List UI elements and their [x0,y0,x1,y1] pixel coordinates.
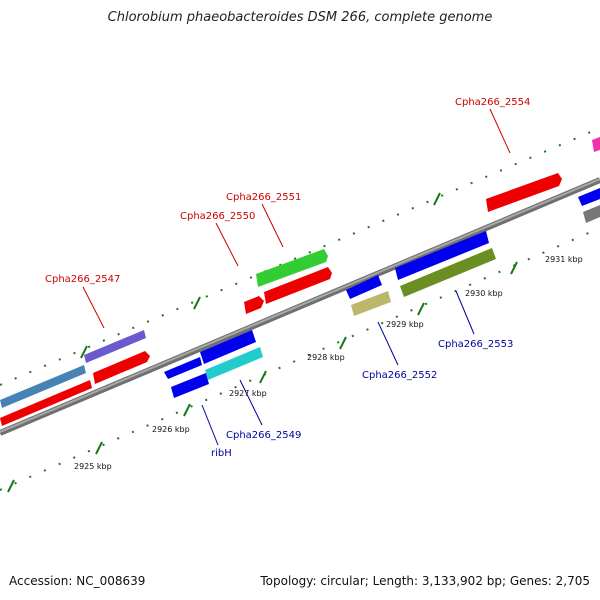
genome-backbone [0,177,600,436]
gene-magenta[interactable] [592,137,600,152]
gene-cpha266-2553-olive[interactable] [400,248,496,297]
gene-steelblue[interactable] [0,365,86,408]
gene-cpha266-2547-slateblue[interactable] [84,330,146,363]
gene-blue-a[interactable] [164,357,202,379]
gene-label[interactable]: Cpha266_2554 [455,97,530,108]
tick-label: 2926 kbp [152,425,190,434]
gene-labels: Cpha266_2547 Cpha266_2550 Cpha266_2551 C… [45,97,530,459]
reverse-genes [164,188,600,398]
gene-label[interactable]: Cpha266_2553 [438,339,513,350]
gene-cpha266-2550[interactable] [244,296,264,314]
label-leaders [82,108,511,446]
gene-blue-2553[interactable] [395,231,489,280]
gene-cpha266-2551-green[interactable] [256,249,328,287]
gene-label[interactable]: Cpha266_2552 [362,370,437,381]
gene-label[interactable]: Cpha266_2547 [45,274,120,285]
tick-label: 2927 kbp [229,389,267,398]
gene-red-2548[interactable] [93,351,150,384]
tick-label: 2931 kbp [545,255,583,264]
tick-label: 2930 kbp [465,289,503,298]
gene-label[interactable]: Cpha266_2551 [226,192,301,203]
gene-gray-right[interactable] [583,205,600,223]
forward-genes [0,137,600,426]
tick-label: 2929 kbp [386,320,424,329]
gene-label[interactable]: Cpha266_2550 [180,211,255,222]
gene-ribh[interactable] [171,373,209,398]
gene-blue-c[interactable] [346,275,382,299]
gene-blue-right[interactable] [578,188,600,206]
gene-label[interactable]: Cpha266_2549 [226,430,301,441]
gene-label[interactable]: ribH [211,448,232,459]
major-ticks [7,192,518,493]
gene-red-left[interactable] [0,380,92,426]
tick-label: 2925 kbp [74,462,112,471]
tick-labels: 2925 kbp 2926 kbp 2927 kbp 2928 kbp 2929… [74,255,583,471]
accession-text: Accession: NC_008639 [9,574,146,588]
inner-dotted-ring [0,227,600,491]
tick-label: 2928 kbp [307,353,345,362]
map-title: Chlorobium phaeobacteroides DSM 266, com… [107,10,493,25]
topology-text: Topology: circular; Length: 3,133,902 bp… [260,574,590,588]
gene-cpha266-2554[interactable] [486,173,562,212]
gene-cpha266-2552-khaki[interactable] [351,291,391,316]
gene-blue-b[interactable] [200,330,256,364]
gene-cpha266-2549-cyan[interactable] [205,347,263,380]
gene-red-2551b[interactable] [264,267,332,304]
